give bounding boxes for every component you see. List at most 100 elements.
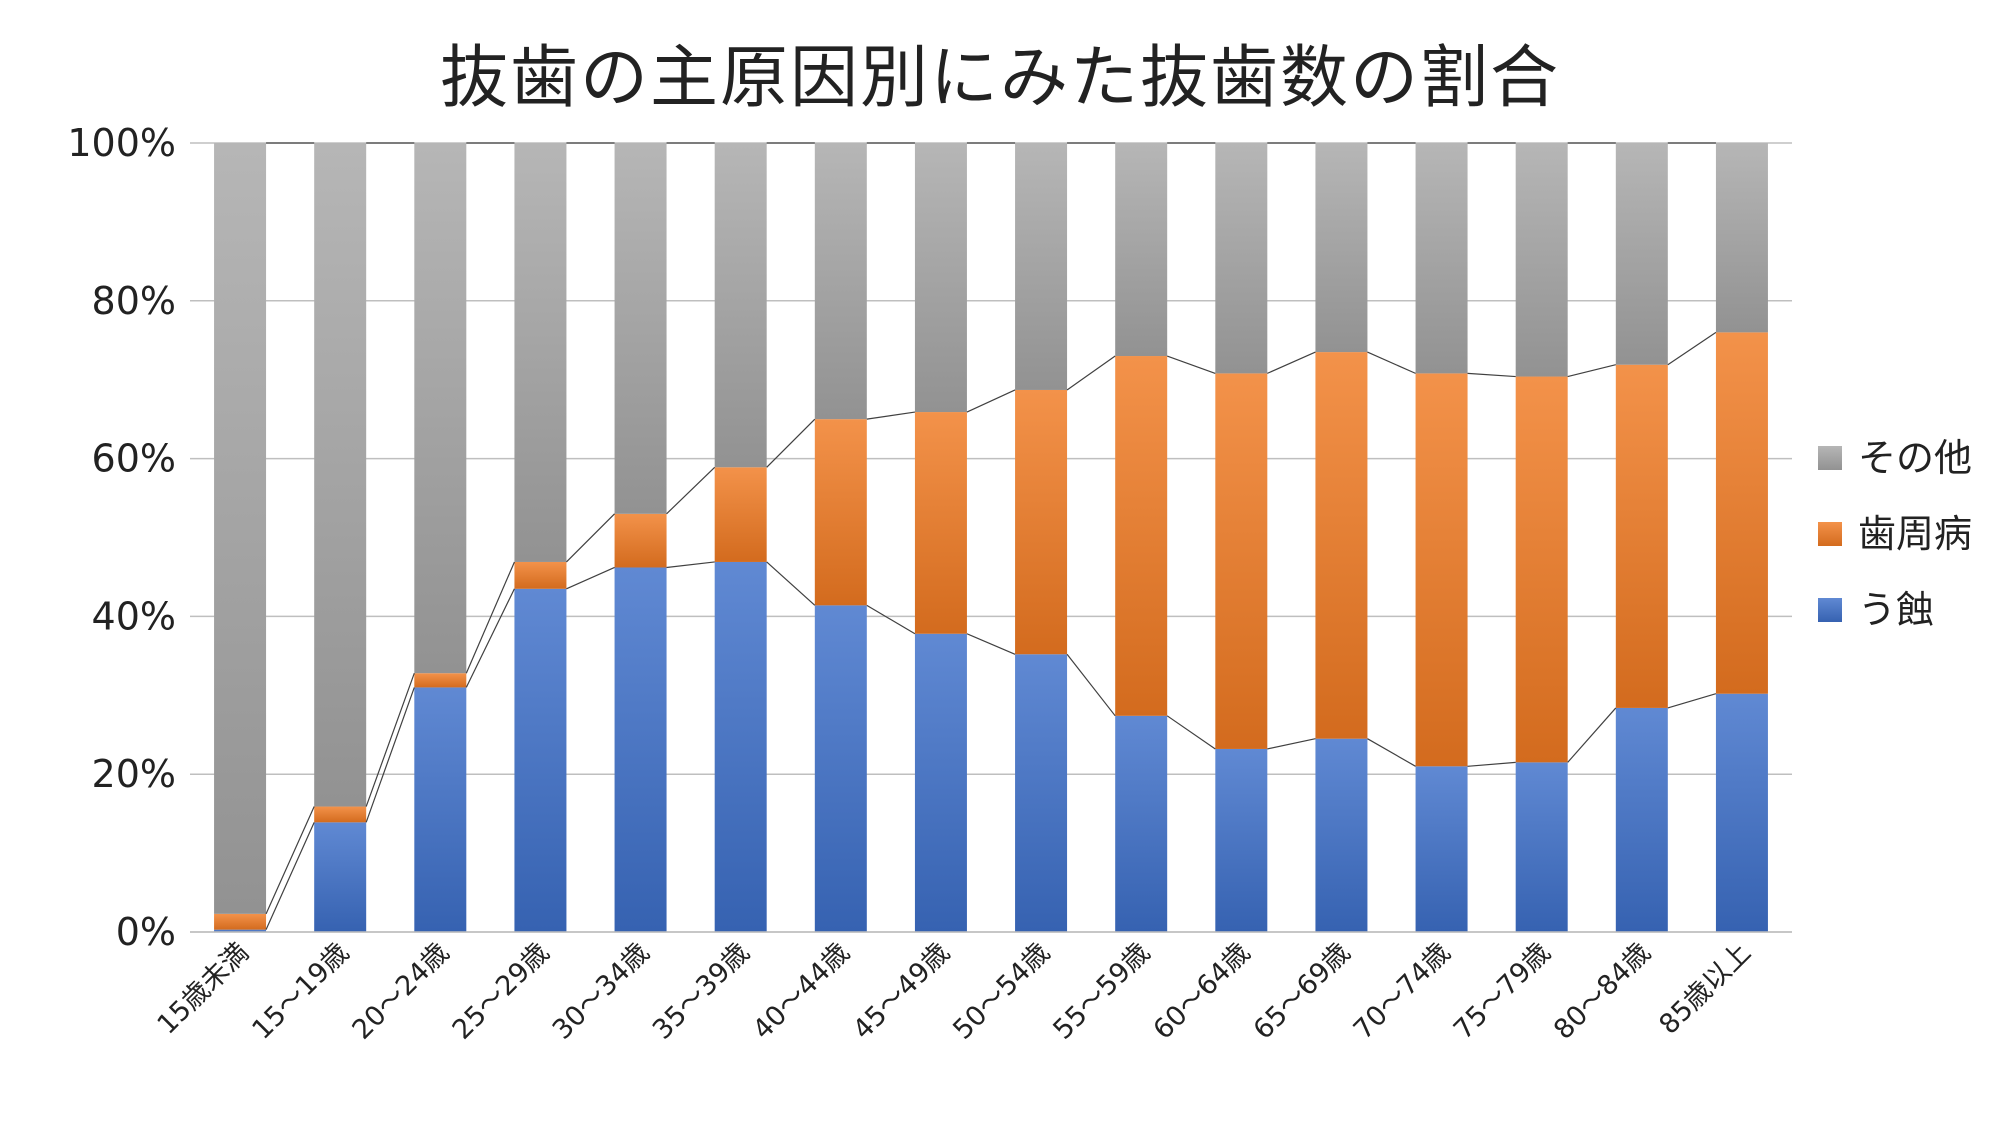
bar-segment-caries (1615, 707, 1668, 932)
x-tick-label: 15～19歳 (246, 937, 355, 1046)
series-line (1667, 693, 1717, 709)
bar-segment-other (1115, 143, 1168, 357)
x-tick-label: 80～84歳 (1548, 937, 1657, 1046)
series-line (465, 561, 515, 674)
bar-segment-caries (1215, 748, 1268, 932)
series-line (1667, 331, 1717, 366)
bar-segment-other (714, 143, 767, 468)
bar-segment-caries (614, 567, 667, 932)
bar-segment-caries (514, 588, 567, 932)
legend-swatch (1818, 446, 1842, 470)
series-line (666, 561, 715, 569)
bar-segment-periodontal (514, 561, 567, 589)
bar-segment-periodontal (1515, 376, 1568, 763)
bar-segment-caries (214, 929, 267, 932)
x-tick-label: 75～79歳 (1448, 937, 1557, 1046)
series-line (766, 418, 816, 468)
x-tick-label: 35～39歳 (647, 937, 756, 1046)
bar-segment-caries (1315, 738, 1368, 932)
series-line (1066, 653, 1116, 717)
x-tick-label: 60～64歳 (1148, 937, 1257, 1046)
chart-title: 抜歯の主原因別にみた抜歯数の割合 (439, 39, 1560, 118)
bar-segment-other (1215, 143, 1268, 374)
series-line (1267, 351, 1316, 374)
x-tick-label: 50～54歳 (947, 937, 1056, 1046)
bar-segment-caries (814, 605, 867, 932)
legend-swatch (1818, 522, 1842, 546)
series-line (566, 513, 615, 563)
bar-segment-other (1715, 143, 1768, 333)
series-line (265, 822, 315, 930)
bar-segment-other (814, 143, 867, 420)
series-line (1467, 372, 1516, 378)
bar-segment-periodontal (814, 419, 867, 606)
bar-segment-other (914, 143, 967, 413)
bar-segment-periodontal (1615, 364, 1668, 708)
y-tick-label: 60% (92, 437, 176, 481)
bar-segment-periodontal (1115, 356, 1168, 716)
x-tick-label: 65～69歳 (1248, 937, 1357, 1046)
bar-segment-other (1615, 143, 1668, 365)
series-line (866, 604, 916, 635)
legend-label: その他 (1858, 436, 1972, 480)
bar-segment-caries (1115, 715, 1168, 932)
x-tick-label: 25～29歳 (447, 937, 556, 1046)
x-tick-label: 85歳以上 (1653, 937, 1756, 1040)
legend-swatch (1818, 598, 1842, 622)
bar-segment-caries (1415, 766, 1468, 932)
series-line (1567, 707, 1617, 763)
series-line (1166, 355, 1216, 374)
bar-segment-periodontal (414, 673, 467, 688)
series-line (966, 633, 1016, 655)
bar-segment-periodontal (914, 412, 967, 634)
series-line (1467, 761, 1516, 767)
series-line (1166, 715, 1216, 750)
x-tick-label: 20～24歳 (347, 937, 456, 1046)
bar-segment-caries (914, 633, 967, 932)
y-tick-label: 20% (92, 752, 176, 796)
bar-segment-other (314, 143, 367, 807)
bar-segment-periodontal (1015, 389, 1068, 655)
series-line (465, 588, 515, 688)
legend-label: う蝕 (1858, 588, 1934, 632)
bar-segment-periodontal (1415, 373, 1468, 767)
y-tick-label: 80% (92, 279, 176, 323)
series-line (1367, 351, 1416, 374)
bar-segment-caries (414, 687, 467, 932)
series-line (866, 411, 916, 420)
series-line (1066, 355, 1116, 391)
series-line (1567, 364, 1616, 378)
bar-segment-caries (314, 822, 367, 932)
x-tick-label: 55～59歳 (1047, 937, 1156, 1046)
bar-segment-other (214, 143, 267, 914)
x-tick-label: 70～74歳 (1348, 937, 1457, 1046)
series-line (1367, 738, 1416, 767)
series-line (766, 561, 816, 606)
bar-segment-periodontal (614, 513, 667, 568)
y-tick-label: 40% (92, 594, 176, 638)
series-line (1267, 738, 1316, 750)
legend-label: 歯周病 (1858, 512, 1972, 556)
bar-segment-caries (714, 561, 767, 932)
series-line (365, 673, 415, 807)
bar-segment-caries (1015, 654, 1068, 932)
x-tick-label: 40～44歳 (747, 937, 856, 1046)
series-line (666, 466, 716, 515)
series-line (566, 566, 615, 590)
bar-segment-caries (1715, 693, 1768, 932)
y-tick-label: 0% (116, 910, 176, 954)
bar-segment-periodontal (1715, 332, 1768, 694)
bar-segment-other (614, 143, 667, 514)
bar-segment-periodontal (714, 467, 767, 562)
bar-segment-periodontal (214, 913, 267, 930)
bar-segment-other (1515, 143, 1568, 377)
bar-segment-periodontal (1215, 373, 1268, 749)
bar-segment-other (414, 143, 467, 674)
bar-segment-periodontal (314, 806, 367, 823)
bar-segment-periodontal (1315, 352, 1368, 739)
y-tick-label: 100% (67, 121, 176, 165)
series-line (966, 389, 1016, 413)
bar-segment-other (514, 143, 567, 562)
